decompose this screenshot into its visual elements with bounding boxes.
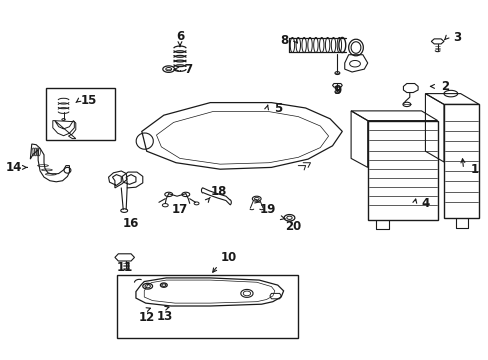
Text: 9: 9	[333, 84, 341, 97]
Text: 1: 1	[469, 163, 477, 176]
Bar	[117, 275, 298, 338]
Bar	[46, 88, 115, 140]
Text: 8: 8	[280, 34, 288, 47]
Text: 11: 11	[116, 261, 133, 274]
Text: 13: 13	[157, 310, 173, 323]
Text: 16: 16	[122, 217, 139, 230]
Text: 4: 4	[421, 197, 428, 210]
Text: 6: 6	[176, 30, 183, 42]
Text: 15: 15	[81, 94, 97, 107]
Text: 2: 2	[440, 80, 448, 93]
Text: 5: 5	[273, 102, 281, 114]
Text: 14: 14	[5, 161, 22, 174]
Text: 18: 18	[210, 185, 227, 198]
Text: 12: 12	[138, 311, 155, 324]
Text: 7: 7	[184, 63, 192, 76]
Text: 19: 19	[259, 203, 276, 216]
Text: 10: 10	[220, 251, 237, 264]
Text: 20: 20	[285, 220, 301, 233]
Text: 17: 17	[171, 203, 188, 216]
Text: 3: 3	[452, 31, 460, 44]
